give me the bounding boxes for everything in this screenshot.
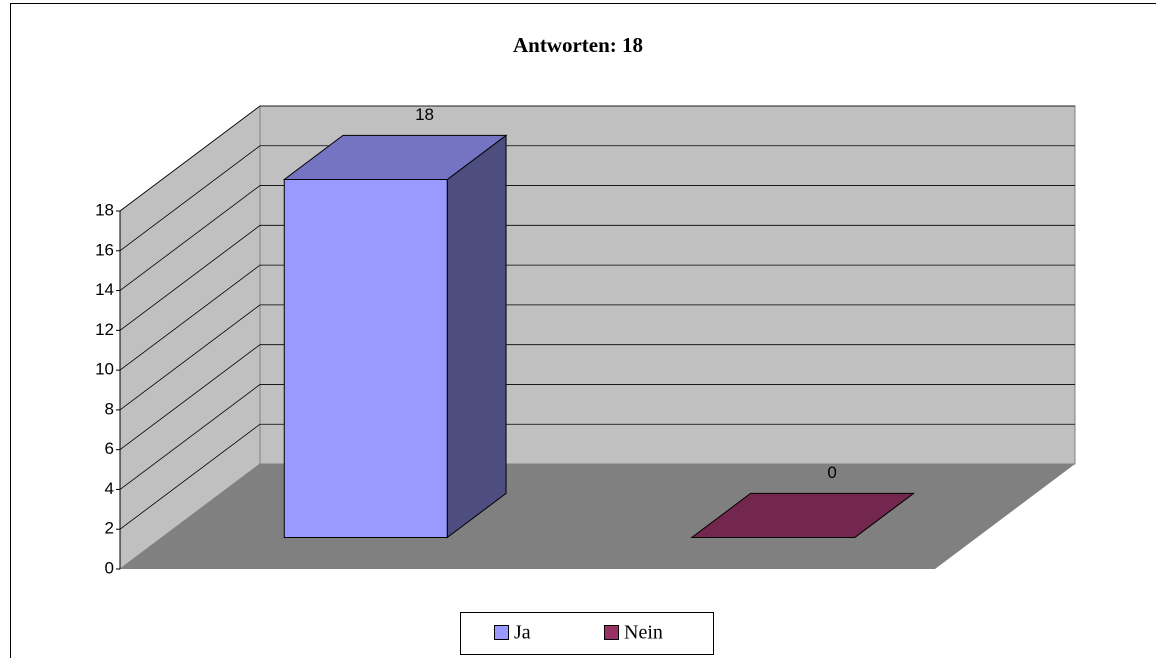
y-tick-label: 12 (95, 320, 114, 339)
legend-label: Nein (624, 622, 663, 644)
bar-side (446, 134, 507, 539)
y-tick-label: 0 (105, 558, 114, 577)
y-tick-label: 10 (95, 360, 114, 379)
grid-line (119, 105, 1075, 212)
plot-walls (119, 105, 1076, 570)
y-tick-label: 16 (95, 240, 114, 259)
grid-line (119, 224, 1075, 331)
grid-line (119, 145, 1075, 252)
grid-line (119, 185, 1075, 291)
grid-line (119, 264, 1075, 371)
grid-line (119, 423, 1075, 530)
legend-swatch (494, 625, 509, 640)
bar (283, 179, 448, 538)
legend-swatch (604, 625, 619, 640)
chart-title: Antworten: 18 (513, 33, 643, 57)
grid-line (119, 304, 1075, 411)
y-tick-label: 6 (105, 439, 114, 458)
data-label: 18 (415, 105, 434, 124)
grid-line (119, 384, 1075, 490)
floor (120, 464, 1075, 569)
data-label: 0 (827, 463, 836, 482)
y-tick-label: 2 (105, 519, 114, 538)
y-tick-label: 4 (105, 479, 114, 498)
y-tick-label: 14 (95, 280, 114, 299)
y-tick-label: 18 (95, 200, 114, 219)
y-tick-label: 8 (105, 399, 114, 418)
grid-line (119, 344, 1075, 450)
legend-label: Ja (514, 622, 531, 644)
